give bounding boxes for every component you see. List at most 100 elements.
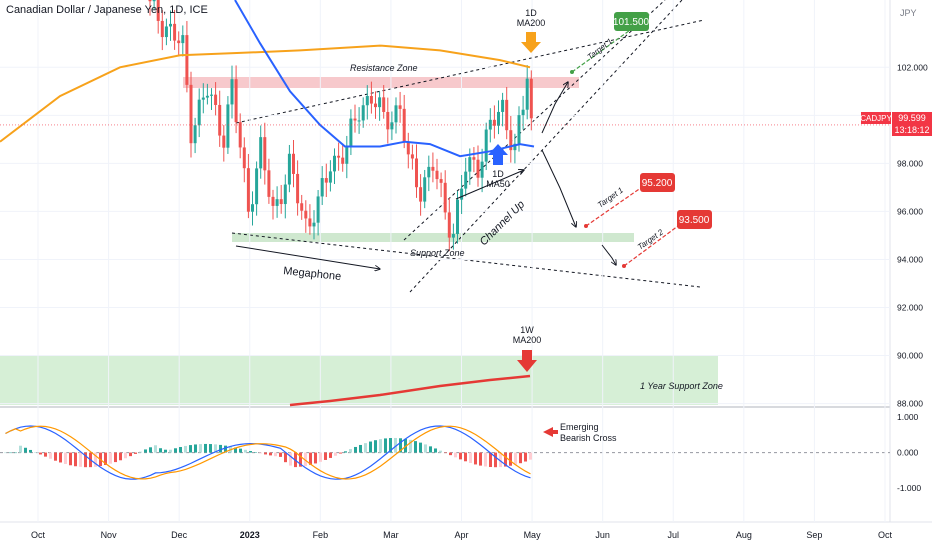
histogram-bar: [529, 452, 532, 460]
histogram-bar: [329, 452, 332, 458]
countdown-badge-text: 13:18:12: [894, 125, 929, 135]
histogram-bar: [59, 452, 62, 463]
time-tick-label: May: [524, 530, 542, 540]
target-box-2-label: 93.500: [679, 215, 710, 226]
candle-body: [509, 130, 513, 151]
oscillator-tick-label: -1.000: [897, 483, 921, 493]
histogram-bar: [209, 444, 212, 453]
candle-body: [300, 203, 304, 211]
histogram-bar: [234, 447, 237, 453]
candle-body: [205, 95, 209, 98]
candle-body: [169, 23, 172, 27]
histogram-bar: [49, 452, 52, 459]
candle-body: [456, 199, 459, 235]
target-box-up-label: 101.500: [613, 17, 650, 28]
histogram-bar: [149, 447, 152, 453]
candle-body: [255, 168, 259, 205]
candle-body: [160, 20, 164, 38]
ma200-daily-callout-line1: 1D: [525, 8, 537, 18]
projection-arrow-up: [541, 82, 568, 134]
histogram-bar: [389, 438, 392, 453]
histogram-bar: [139, 451, 142, 453]
candle-body: [259, 137, 263, 169]
one-year-support-label: 1 Year Support Zone: [640, 381, 723, 391]
histogram-bar: [409, 439, 412, 453]
candle-body: [476, 159, 480, 178]
candle-body: [328, 171, 332, 183]
megaphone-upper-line: [235, 19, 705, 124]
candle-body: [488, 119, 492, 130]
histogram-bar: [214, 444, 217, 453]
price-tick-label: 102.000: [897, 62, 928, 72]
time-tick-label: Mar: [383, 530, 399, 540]
candle-body: [320, 178, 324, 197]
time-tick-label: Dec: [171, 530, 188, 540]
candle-body: [369, 96, 373, 104]
price-tick-label: 94.000: [897, 254, 923, 264]
histogram-bar: [159, 448, 162, 453]
histogram-bar: [39, 452, 42, 455]
histogram-bar: [274, 452, 277, 457]
histogram-bar: [459, 452, 462, 460]
histogram-bar: [104, 452, 107, 466]
time-tick-label: Apr: [454, 530, 468, 540]
symbol-badge: [861, 112, 891, 124]
price-badge-text: 99.599: [898, 113, 926, 123]
target-box-up: [614, 12, 649, 31]
candle-body: [415, 158, 418, 188]
histogram-bar: [499, 452, 502, 468]
symbol-badge-text: CADJPY: [860, 114, 892, 123]
candle-body: [521, 109, 525, 116]
candle-body: [214, 94, 218, 105]
time-tick-label: Aug: [736, 530, 752, 540]
candle-body: [529, 78, 533, 119]
histogram-bar: [244, 449, 247, 453]
candle-body: [349, 118, 353, 146]
candle-body: [361, 105, 365, 121]
ma200-weekly-callout-line1: 1W: [520, 325, 534, 335]
price-tick-label: 96.000: [897, 206, 923, 216]
histogram-bar: [129, 452, 132, 457]
candle-body: [263, 137, 267, 171]
candle-body: [296, 173, 300, 204]
histogram-bar: [424, 444, 427, 453]
histogram-bar: [414, 441, 417, 453]
histogram-bar: [189, 445, 192, 453]
time-tick-label: Sep: [806, 530, 822, 540]
target-up-line: [571, 27, 634, 73]
histogram-bar: [114, 452, 117, 463]
histogram-bar: [349, 449, 352, 453]
price-tick-label: 98.000: [897, 158, 923, 168]
histogram-bar: [264, 452, 267, 455]
histogram-bar: [9, 452, 12, 454]
candle-body: [164, 26, 168, 38]
time-tick-label: Feb: [313, 530, 329, 540]
channel-lower-line: [409, 0, 683, 293]
histogram-bar: [179, 447, 182, 453]
candle-body: [189, 84, 193, 144]
histogram-bar: [254, 452, 257, 453]
candle-body: [468, 157, 472, 172]
candle-body: [382, 97, 386, 112]
signal-line: [5, 425, 531, 480]
emerging-cross-line2: Bearish Cross: [560, 433, 617, 443]
candle-body: [283, 184, 287, 205]
candle-body: [152, 0, 156, 2]
price-tick-label: 92.000: [897, 303, 923, 313]
candle-body: [390, 122, 394, 130]
histogram-bar: [174, 448, 177, 453]
histogram-bar: [444, 452, 447, 454]
candle-body: [197, 99, 201, 126]
histogram-bar: [69, 452, 72, 466]
chart-title: Canadian Dollar / Japanese Yen, 1D, ICE: [6, 4, 208, 16]
candle-body: [308, 218, 312, 227]
histogram-bar: [184, 445, 187, 453]
candle-body: [292, 153, 295, 174]
histogram-bar: [84, 452, 87, 468]
ma50-daily-arrow-icon: [488, 144, 508, 165]
histogram-bar: [54, 452, 57, 461]
candle-body: [386, 111, 390, 130]
histogram-bar: [344, 451, 347, 453]
grid: [0, 0, 890, 522]
